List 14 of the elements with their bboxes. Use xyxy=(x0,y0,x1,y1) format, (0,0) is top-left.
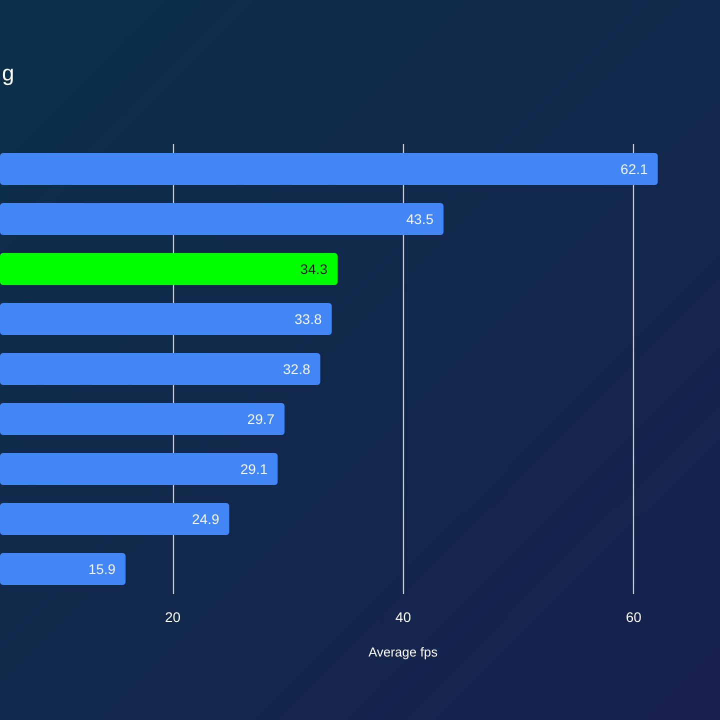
data-label: 29.1 xyxy=(240,461,268,477)
x-axis-title: Average fps xyxy=(368,644,438,660)
x-tick-label: 40 xyxy=(395,609,412,625)
chart-title: g xyxy=(2,60,14,86)
data-label: 43.5 xyxy=(406,211,434,227)
data-label: 33.8 xyxy=(294,311,322,327)
data-label: 32.8 xyxy=(283,361,310,377)
data-label: 15.9 xyxy=(88,561,116,577)
x-tick-label: 60 xyxy=(626,609,642,625)
data-label: 24.9 xyxy=(192,511,220,527)
data-label: 29.7 xyxy=(247,411,275,427)
x-tick-label: 20 xyxy=(165,609,181,625)
data-label: 62.1 xyxy=(620,161,648,177)
data-label: 34.3 xyxy=(300,261,328,277)
